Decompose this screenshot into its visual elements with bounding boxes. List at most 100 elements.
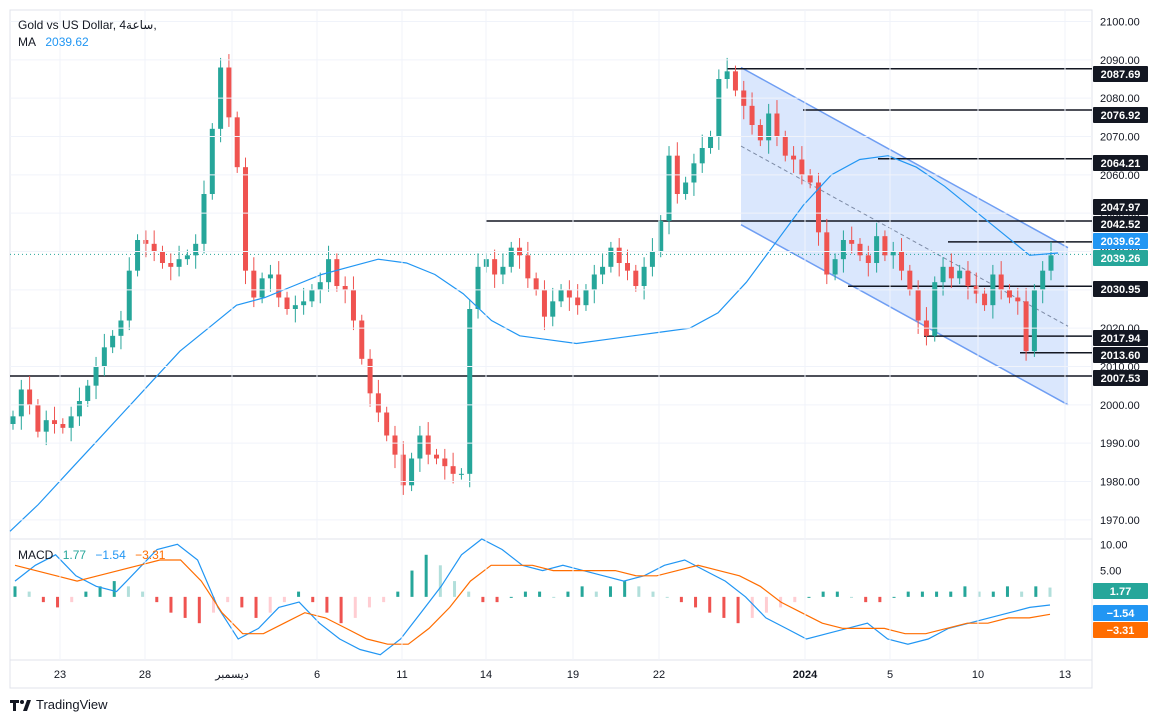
macd-histogram-bar	[438, 565, 442, 597]
candle-body	[957, 270, 963, 279]
candle-body	[807, 174, 813, 183]
candle-body	[882, 236, 888, 256]
candle-body	[840, 240, 846, 260]
macd-histogram-bar	[906, 591, 910, 597]
candle-body	[907, 270, 913, 290]
candle-body	[1015, 297, 1021, 302]
candle-body	[732, 71, 738, 91]
macd-histogram-bar	[112, 581, 116, 597]
candle-body	[1023, 301, 1029, 352]
candle-body	[899, 251, 905, 271]
macd-histogram-bar	[963, 586, 967, 597]
candle-body	[209, 128, 215, 194]
macd-histogram-bar	[509, 596, 513, 598]
time-tick-label: 19	[567, 669, 579, 681]
price-tick-label: 2000.00	[1100, 400, 1140, 412]
macd-histogram-bar	[679, 596, 683, 603]
price-level-label: 2064.21	[1101, 158, 1141, 170]
candle-body	[766, 113, 772, 141]
tradingview-brand[interactable]: TradingView	[10, 697, 108, 712]
candle-body	[932, 282, 938, 336]
candle-body	[276, 274, 282, 298]
candle-body	[342, 286, 348, 290]
macd-histogram-bar	[254, 596, 258, 618]
candle-body	[292, 305, 298, 309]
time-tick-label: 28	[139, 669, 151, 681]
time-tick-label: 14	[480, 669, 492, 681]
macd-histogram-bar	[197, 596, 201, 624]
candle-body	[608, 247, 614, 267]
price-level-label: 2047.97	[1101, 202, 1141, 214]
candle-body	[1048, 255, 1054, 271]
time-tick-label: 23	[54, 669, 66, 681]
candle-body	[76, 401, 82, 417]
channel-upper-line	[740, 66, 1069, 249]
candle-body	[633, 270, 639, 286]
macd-histogram-bar	[495, 596, 499, 603]
candle-body	[799, 159, 805, 175]
time-tick-label: 22	[653, 669, 665, 681]
candle-body	[757, 125, 763, 141]
macd-histogram-bar	[864, 596, 868, 603]
time-axis: 23 28 ديسمبر 6 11 14 19 22 2024 5 10 13	[54, 10, 1071, 681]
candle-body	[1006, 289, 1012, 298]
channel-fill	[741, 67, 1068, 405]
macd-histogram-bar	[736, 596, 740, 624]
candle-body	[965, 270, 971, 286]
macd-histogram-bar	[126, 586, 130, 597]
candle-body	[525, 255, 531, 279]
candle-body	[110, 335, 116, 348]
candle-body	[566, 289, 572, 298]
price-level-label-bg	[1093, 155, 1148, 171]
candle-body	[832, 259, 838, 275]
candle-body	[591, 274, 597, 290]
candle-body	[749, 105, 755, 125]
macd-value-2: −1.54	[95, 548, 126, 562]
candle-body	[616, 247, 622, 263]
macd-histogram-bar	[892, 596, 896, 598]
macd-histogram-bar	[141, 591, 145, 597]
macd-histogram-bar	[41, 596, 45, 603]
price-level-label-bg	[1093, 370, 1148, 386]
macd-histogram-bar	[608, 586, 612, 597]
macd-histogram-bar	[226, 596, 230, 603]
price-level-label: 2030.95	[1101, 284, 1141, 296]
candle-body	[18, 389, 24, 417]
candle-body	[301, 301, 307, 306]
macd-legend: MACD 1.77 −1.54 −3.31	[18, 548, 171, 562]
candle-body	[68, 416, 74, 428]
macd-histogram-bar	[1005, 586, 1009, 597]
candle-body	[334, 259, 340, 286]
candle-body	[865, 255, 871, 263]
candle-body	[93, 366, 99, 386]
macd-tick-label: 10.00	[1100, 539, 1128, 551]
candle-body	[708, 136, 714, 148]
candle-body	[575, 297, 581, 306]
macd-histogram-bar	[297, 591, 301, 597]
candle-body	[234, 117, 240, 168]
price-level-label-bg	[1093, 216, 1148, 232]
macd-histogram-bar	[538, 591, 542, 597]
macd-value-label: 1.77	[1110, 586, 1131, 598]
horizontal-levels	[10, 67, 1092, 377]
macd-histogram-bar	[396, 591, 400, 597]
candle-body	[317, 282, 323, 290]
price-tick-label: 1980.00	[1100, 477, 1140, 489]
macd-histogram-bar	[56, 596, 60, 608]
candle-body	[43, 420, 49, 432]
price-level-label-bg	[1093, 347, 1148, 363]
price-tick-label: 2060.00	[1100, 170, 1140, 182]
time-tick-label: 11	[396, 669, 407, 681]
candle-body	[782, 136, 788, 156]
price-level-label: 2042.52	[1101, 219, 1141, 231]
price-tick-label: 2090.00	[1100, 55, 1140, 67]
candle-body	[267, 274, 273, 279]
macd-signal-a-label: −1.54	[1107, 608, 1136, 620]
macd-histogram-bar	[353, 596, 357, 618]
macd-histogram-bar	[410, 570, 414, 597]
macd-histogram-bar	[694, 596, 698, 608]
channel-mid-line	[740, 145, 1069, 327]
macd-label: MACD	[18, 548, 54, 562]
descending-channel	[740, 66, 1069, 406]
